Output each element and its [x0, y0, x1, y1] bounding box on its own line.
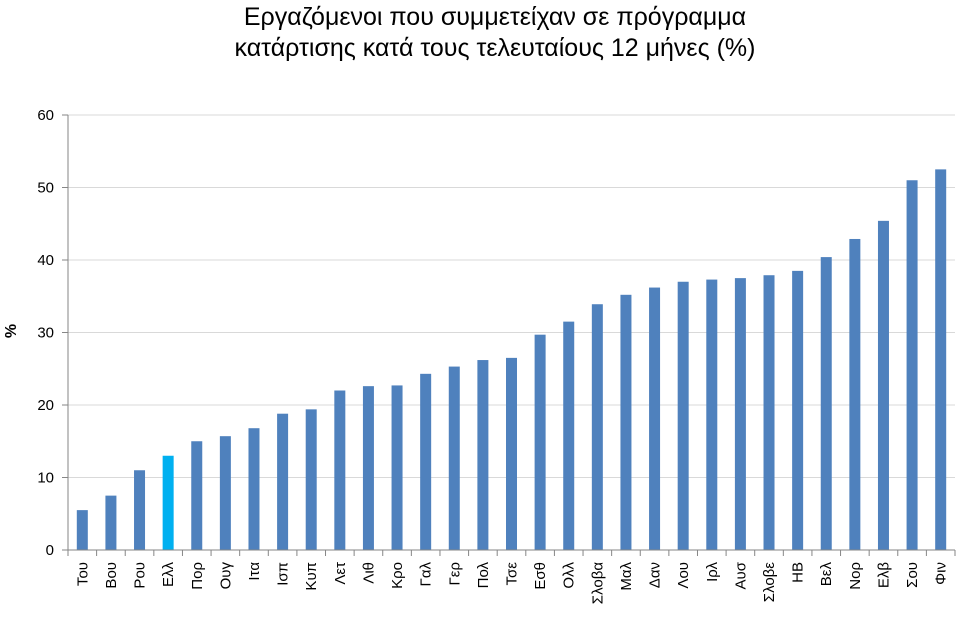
bar-28: [877, 220, 889, 550]
y-axis-label: %: [3, 324, 20, 338]
bar-20: [649, 287, 661, 550]
bar-26: [820, 257, 832, 550]
bar-16: [534, 334, 546, 550]
x-tick-label: Φιν: [933, 562, 950, 585]
bar-9: [334, 390, 346, 550]
bar-11: [391, 385, 403, 550]
y-tick-label: 0: [46, 542, 54, 559]
bar-3: [162, 455, 174, 550]
bar-4: [191, 441, 203, 550]
bar-7: [277, 413, 289, 550]
x-tick-label: Σου: [904, 562, 921, 588]
x-tick-label: Ιτα: [246, 562, 263, 581]
x-tick-label: Βου: [103, 562, 120, 589]
y-tick-label: 20: [37, 397, 54, 414]
x-tick-label: Αυσ: [732, 561, 749, 589]
x-tick-label: Ισπ: [275, 562, 292, 586]
axes: [62, 114, 956, 556]
bar-30: [935, 169, 947, 550]
bar-29: [906, 180, 918, 550]
bar-12: [420, 373, 432, 550]
bar-24: [763, 275, 775, 550]
x-tick-label: Γαλ: [418, 562, 435, 587]
x-tick-label: Εσθ: [532, 562, 549, 590]
bars: [76, 169, 947, 550]
y-tick-label: 30: [37, 325, 54, 342]
bar-2: [134, 470, 146, 550]
bar-1: [105, 495, 117, 550]
bar-23: [734, 278, 746, 550]
x-tick-label: Σλοβε: [761, 562, 778, 603]
x-tick-label: Λετ: [332, 562, 349, 585]
x-tick-label: Ολλ: [561, 562, 578, 589]
x-tick-label: Ρου: [132, 562, 149, 589]
x-tick-label: Του: [74, 562, 91, 586]
x-tick-labels: Του Βου Ρου Ελλ Πορ Ουγ Ιτα Ισπ Κυπ Λετ Λιθ Κρο Γαλ Γ…: [74, 561, 949, 604]
x-tick-label: Νορ: [847, 562, 864, 590]
y-tick-labels: 0 10 20 30 40 50 60: [37, 107, 54, 559]
y-tick-label: 50: [37, 180, 54, 197]
y-tick-label: 40: [37, 252, 54, 269]
bar-6: [248, 428, 260, 550]
chart-title: Εργαζόμενοι που συμμετείχαν σε πρόγραμμα…: [0, 2, 960, 64]
x-tick-label: Ουγ: [217, 562, 234, 590]
bar-15: [506, 357, 517, 550]
bar-13: [448, 366, 460, 550]
bar-17: [563, 321, 575, 550]
bar-5: [219, 436, 231, 550]
x-tick-label: Ελβ: [875, 562, 892, 589]
x-tick-label: Βελ: [818, 562, 835, 587]
y-tick-label: 60: [37, 107, 54, 124]
x-tick-label: Λιθ: [360, 562, 377, 584]
bar-18: [591, 304, 603, 550]
bar-25: [792, 270, 804, 550]
bar-27: [849, 238, 861, 550]
bar-10: [362, 386, 374, 550]
x-tick-label: Τσε: [504, 562, 521, 586]
x-tick-label: Λου: [675, 562, 692, 589]
chart-title-line-2: κατάρτισης κατά τους τελευταίους 12 μήνε…: [234, 34, 756, 62]
bar-8: [305, 409, 317, 550]
x-tick-label: Κυπ: [303, 562, 320, 591]
x-tick-label: Πορ: [189, 562, 206, 590]
y-tick-label: 10: [37, 470, 54, 487]
x-tick-label: Γερ: [446, 562, 463, 585]
bar-0: [76, 510, 88, 550]
bar-19: [620, 294, 632, 550]
bar-14: [477, 360, 489, 550]
x-tick-label: Ελλ: [160, 562, 177, 588]
x-tick-label: Δαν: [647, 562, 664, 588]
x-tick-label: Κρο: [389, 562, 406, 589]
x-tick-label: Ιρλ: [704, 562, 721, 582]
x-tick-label: Σλοβα: [589, 562, 606, 605]
bar-22: [706, 279, 718, 550]
bar-21: [677, 281, 689, 550]
chart-title-line-1: Εργαζόμενοι που συμμετείχαν σε πρόγραμμα: [243, 3, 747, 31]
x-tick-label: ΗΒ: [790, 562, 807, 583]
x-tick-label: Μαλ: [618, 562, 635, 591]
x-tick-label: Πολ: [475, 562, 492, 589]
